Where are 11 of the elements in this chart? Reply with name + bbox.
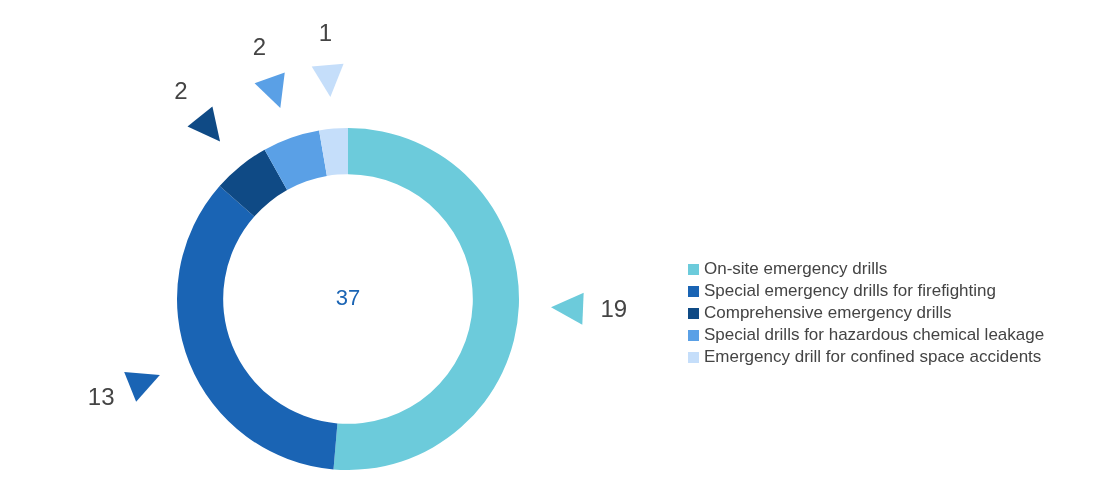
legend-label: Emergency drill for confined space accidents (704, 346, 1042, 368)
legend-label: Special emergency drills for firefighting (704, 280, 996, 302)
legend-label: Special drills for hazardous chemical leakage (704, 324, 1045, 346)
data-label: 2 (252, 32, 267, 60)
data-label: 1 (318, 18, 333, 46)
data-label: 13 (87, 382, 115, 410)
text: 37 (335, 285, 361, 311)
legend-label: On-site emergency drills (704, 258, 888, 280)
legend-label: Comprehensive emergency drills (704, 302, 952, 324)
data-label: 19 (600, 294, 628, 322)
data-label: 2 (174, 76, 188, 104)
